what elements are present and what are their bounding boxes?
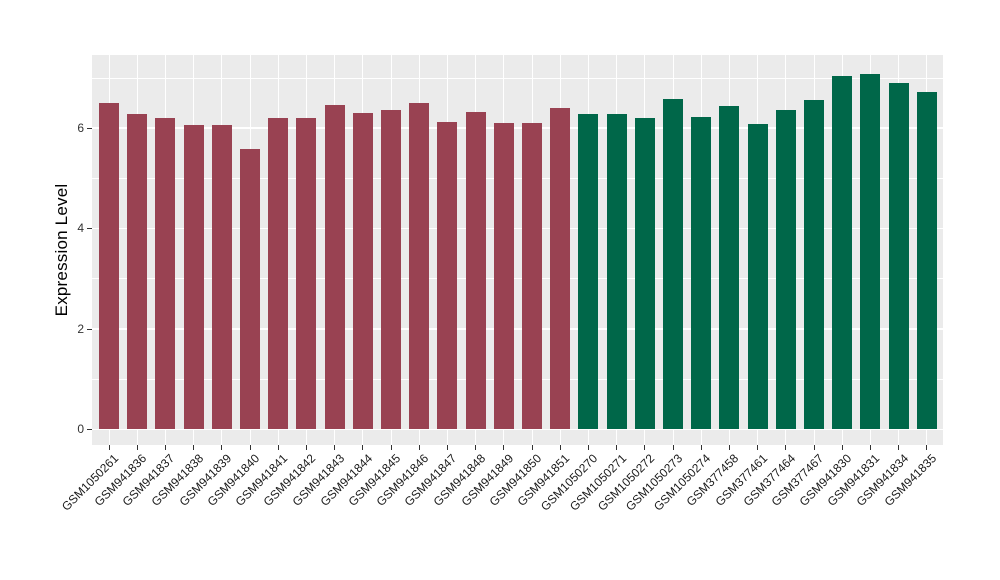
x-tick-mark: [898, 445, 900, 450]
bar: [663, 98, 683, 429]
x-tick-mark: [475, 445, 477, 450]
bar: [183, 125, 204, 429]
y-tick-label: 4: [77, 221, 84, 236]
x-tick-mark: [390, 445, 392, 450]
bar: [324, 104, 345, 429]
bar: [381, 109, 401, 429]
x-tick-mark: [587, 445, 589, 450]
y-tick-mark: [87, 328, 92, 330]
x-tick-mark: [193, 445, 195, 450]
plot-panel: [92, 55, 943, 445]
bar: [268, 118, 289, 429]
x-tick-mark: [108, 445, 110, 450]
minor-gridline: [92, 278, 943, 280]
bar: [437, 121, 458, 429]
x-tick-mark: [728, 445, 730, 450]
x-tick-mark: [926, 445, 928, 450]
x-tick-mark: [616, 445, 618, 450]
y-axis-title: Expression Level: [52, 183, 71, 317]
bar: [888, 82, 909, 429]
x-tick-mark: [531, 445, 533, 450]
x-tick-mark: [841, 445, 843, 450]
x-tick-mark: [869, 445, 871, 450]
bar: [550, 107, 571, 429]
bar: [747, 123, 768, 429]
major-gridline: [92, 127, 943, 129]
x-tick-mark: [249, 445, 251, 450]
bar: [409, 102, 430, 429]
x-tick-mark: [700, 445, 702, 450]
y-tick-label: 2: [77, 321, 84, 336]
minor-gridline: [92, 77, 943, 79]
x-tick-mark: [362, 445, 364, 450]
bar: [211, 125, 232, 429]
x-tick-mark: [785, 445, 787, 450]
bar: [860, 73, 881, 429]
x-tick-mark: [164, 445, 166, 450]
x-tick-mark: [334, 445, 336, 450]
x-tick-mark: [559, 445, 561, 450]
x-tick-mark: [503, 445, 505, 450]
x-tick-mark: [757, 445, 759, 450]
bar: [352, 112, 373, 429]
bar: [155, 117, 176, 429]
bar: [240, 149, 260, 429]
y-tick-mark: [87, 429, 92, 430]
bar: [916, 92, 937, 429]
y-tick-mark: [87, 228, 92, 230]
bar: [296, 118, 317, 429]
y-tick-mark: [87, 127, 92, 129]
bar: [522, 122, 542, 429]
bar: [832, 76, 853, 429]
x-tick-mark: [221, 445, 223, 450]
major-gridline: [92, 227, 943, 230]
x-tick-mark: [418, 445, 420, 450]
bar: [493, 122, 514, 429]
x-tick-mark: [277, 445, 279, 450]
minor-gridline: [92, 178, 943, 179]
bar: [465, 112, 486, 429]
major-gridline: [92, 428, 943, 431]
bar: [578, 113, 599, 429]
minor-gridline: [92, 378, 943, 380]
x-tick-mark: [446, 445, 448, 450]
x-tick-mark: [672, 445, 674, 450]
major-gridline: [92, 328, 943, 330]
x-tick-mark: [305, 445, 307, 450]
bar: [719, 106, 740, 429]
x-tick-mark: [136, 445, 138, 450]
y-tick-label: 0: [77, 422, 84, 436]
y-tick-label: 6: [77, 120, 84, 135]
x-tick-mark: [644, 445, 646, 450]
x-tick-mark: [813, 445, 815, 450]
bar: [99, 102, 119, 429]
bar: [634, 117, 655, 429]
bar: [775, 110, 796, 429]
bar: [691, 117, 712, 429]
bar: [804, 100, 824, 429]
bar: [127, 113, 148, 429]
bar: [606, 113, 627, 429]
